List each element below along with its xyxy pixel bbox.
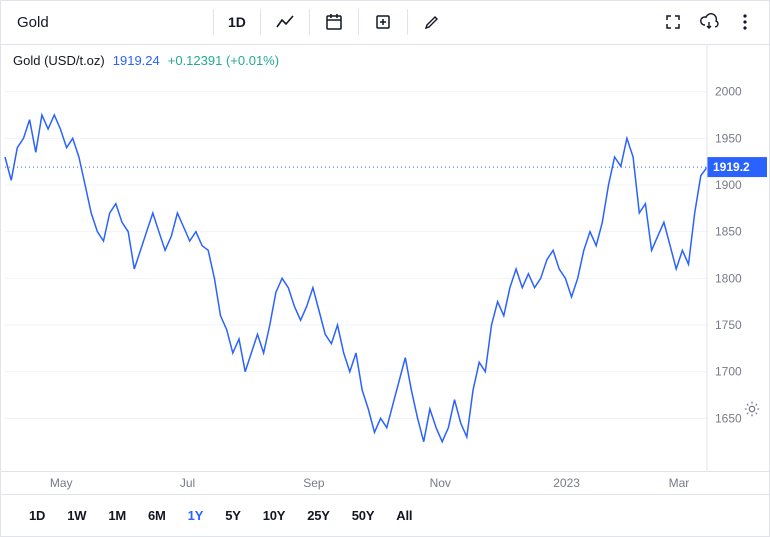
x-tick-label: May — [50, 476, 73, 490]
fullscreen-button[interactable] — [655, 6, 691, 38]
chart-pane[interactable]: Gold (USD/t.oz) 1919.24 +0.12391 (+0.01%… — [1, 45, 769, 471]
legend: Gold (USD/t.oz) 1919.24 +0.12391 (+0.01%… — [13, 53, 279, 68]
separator — [358, 9, 359, 35]
price-tag-label: 1919.2 — [713, 160, 750, 174]
range-1m[interactable]: 1M — [100, 504, 134, 527]
toolbar: 1D — [1, 1, 769, 45]
legend-change: +0.12391 (+0.01%) — [168, 53, 279, 68]
x-tick-label: Sep — [303, 476, 324, 490]
x-tick-label: Nov — [430, 476, 451, 490]
range-1y[interactable]: 1Y — [180, 504, 212, 527]
cloud-download-icon — [699, 12, 719, 32]
y-tick-label: 1650 — [715, 411, 742, 425]
range-5y[interactable]: 5Y — [217, 504, 249, 527]
range-50y[interactable]: 50Y — [344, 504, 383, 527]
separator — [407, 9, 408, 35]
x-tick-label: Mar — [669, 476, 690, 490]
separator — [309, 9, 310, 35]
chart-settings-button[interactable] — [743, 400, 761, 423]
range-1w[interactable]: 1W — [59, 504, 94, 527]
y-tick-label: 1800 — [715, 271, 742, 285]
fullscreen-icon — [663, 12, 683, 32]
y-tick-label: 2000 — [715, 84, 742, 98]
compare-icon — [373, 12, 393, 32]
chart-widget: 1D — [0, 0, 770, 537]
x-tick-label: Jul — [180, 476, 195, 490]
y-tick-label: 1850 — [715, 224, 742, 238]
calendar-icon — [324, 12, 344, 32]
range-25y[interactable]: 25Y — [299, 504, 338, 527]
more-vertical-icon — [735, 12, 755, 32]
time-axis: May Jul Sep Nov 2023 Mar — [1, 471, 769, 495]
range-all[interactable]: All — [388, 504, 420, 527]
symbol-search-input[interactable] — [7, 6, 207, 38]
range-6m[interactable]: 6M — [140, 504, 174, 527]
line-chart-icon — [275, 12, 295, 32]
interval-button[interactable]: 1D — [220, 6, 254, 38]
more-button[interactable] — [727, 6, 763, 38]
separator — [260, 9, 261, 35]
price-chart: 1650 1700 1750 1800 1850 1900 1950 2000 1919.2 — [1, 45, 769, 471]
separator — [213, 9, 214, 35]
x-tick-label: 2023 — [553, 476, 580, 490]
range-10y[interactable]: 10Y — [255, 504, 294, 527]
pencil-icon — [422, 12, 442, 32]
range-1d[interactable]: 1D — [21, 504, 53, 527]
y-tick-label: 1900 — [715, 178, 742, 192]
draw-button[interactable] — [414, 6, 450, 38]
compare-button[interactable] — [365, 6, 401, 38]
date-range-button[interactable] — [316, 6, 352, 38]
y-tick-label: 1700 — [715, 364, 742, 378]
y-tick-label: 1950 — [715, 131, 742, 145]
range-selector: 1D 1W 1M 6M 1Y5Y 10Y25Y 50YAll — [1, 494, 769, 536]
y-tick-label: 1750 — [715, 318, 742, 332]
snapshot-button[interactable] — [691, 6, 727, 38]
legend-symbol: Gold (USD/t.oz) — [13, 53, 105, 68]
legend-last-price: 1919.24 — [113, 53, 160, 68]
chart-style-button[interactable] — [267, 6, 303, 38]
